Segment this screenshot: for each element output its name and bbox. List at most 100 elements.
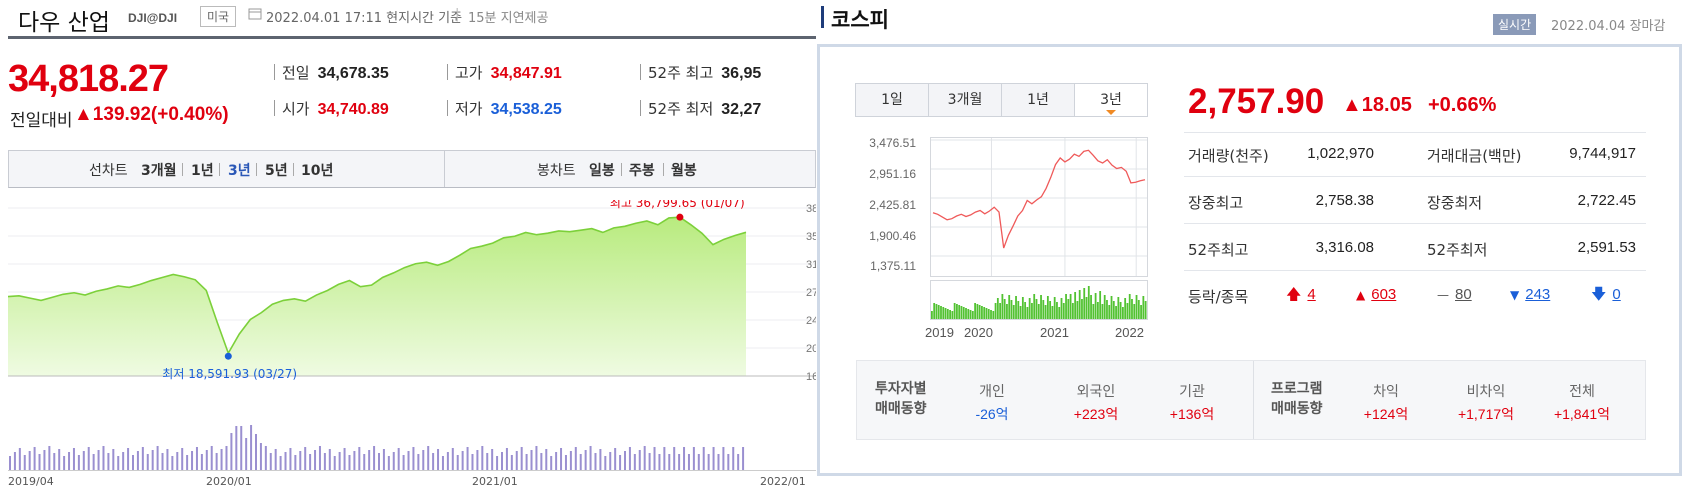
header-rule — [8, 36, 816, 39]
volume-bar — [702, 447, 705, 470]
volume-bar — [1126, 303, 1129, 319]
dow-area-chart[interactable]: 최저 18,591.93 (03/27) 최고 36,799.65 (01/07)… — [8, 200, 816, 412]
tab-daily[interactable]: 일봉 — [589, 163, 615, 179]
volume-bar — [1117, 297, 1120, 319]
volume-bar — [1044, 305, 1047, 319]
volume-bar — [1065, 294, 1067, 319]
volume-bar — [496, 456, 499, 470]
investor-label: 외국인 — [1076, 384, 1116, 400]
tab-10year[interactable]: 10년 — [301, 163, 334, 179]
tabbar-divider — [444, 151, 445, 187]
volume-bar — [427, 446, 430, 470]
volume-bar — [692, 447, 695, 470]
kospi-line-chart[interactable] — [931, 138, 1147, 276]
volume-bar — [505, 448, 508, 470]
volume-bar — [13, 452, 16, 470]
x-tick: 2019 — [925, 325, 954, 340]
fall-icon: ▼ — [1510, 288, 1520, 302]
volume-bar — [1015, 296, 1017, 319]
breadth-value[interactable]: 4 — [1307, 286, 1316, 303]
stat-52w-high: 52주 최고 36,95 — [648, 64, 762, 82]
tab-weekly[interactable]: 주봉 — [629, 163, 655, 179]
volume-bar — [451, 448, 454, 470]
volume-bar — [940, 306, 942, 319]
volume-bar — [742, 447, 745, 470]
tab-1day[interactable]: 1일 — [856, 84, 929, 116]
volume-bar — [476, 450, 479, 470]
volume-bar — [466, 447, 469, 470]
min-annotation: 최저 18,591.93 (03/27) — [162, 367, 297, 381]
program-label: 차익 — [1373, 384, 1399, 400]
breadth-value[interactable]: 603 — [1371, 286, 1397, 303]
w52-low-value: 2,591.53 — [1577, 239, 1636, 256]
volume-bar — [594, 453, 597, 470]
realtime-badge: 실시간 — [1493, 14, 1537, 35]
volume-bar — [368, 450, 371, 470]
volume-bar — [161, 453, 164, 470]
tab-3year[interactable]: 3년 — [1075, 84, 1147, 116]
area-fill — [8, 217, 746, 376]
breadth-upper-limit[interactable]: 🡅 4 — [1286, 284, 1316, 309]
trading-value: 9,744,917 — [1569, 145, 1636, 162]
volume-bar — [1008, 295, 1011, 319]
volume-bar — [333, 456, 336, 470]
breadth-lower-limit[interactable]: 🡇 0 — [1591, 284, 1621, 309]
tab-1year[interactable]: 1년 — [1002, 84, 1075, 116]
dow-panel: 다우 산업 DJI@DJI 미국 2022.04.01 17:11 현지시간 기… — [0, 0, 816, 492]
volume-bar — [1058, 307, 1061, 319]
kospi-price: 2,757.90 — [1188, 82, 1325, 121]
volume-bar — [225, 446, 228, 470]
breadth-rise[interactable]: ▲ 603 — [1356, 284, 1396, 303]
volume-bar — [1042, 300, 1045, 319]
volume-bar — [530, 450, 533, 470]
volume-bar — [77, 455, 80, 470]
volume-bar — [269, 453, 272, 470]
volume-bar — [1001, 294, 1004, 319]
volume-bar — [1087, 286, 1090, 319]
volume-bar — [520, 447, 523, 470]
investor-label: 기관 — [1179, 384, 1205, 400]
volume-bar — [171, 456, 174, 470]
volume-bar — [1131, 299, 1133, 319]
volume-bar — [1049, 301, 1052, 319]
breadth-fall[interactable]: ▼ 243 — [1510, 284, 1550, 303]
volume-bar — [937, 305, 940, 319]
breadth-flat[interactable]: — 80 — [1437, 284, 1472, 303]
volume-bar — [68, 452, 71, 470]
breadth-value[interactable]: 0 — [1612, 286, 1621, 303]
volume-bar — [102, 446, 105, 470]
volume-bar — [18, 448, 21, 470]
volume-bar — [971, 311, 974, 319]
volume-bar — [279, 456, 282, 470]
volume-bar — [407, 451, 410, 470]
tab-monthly[interactable]: 월봉 — [671, 163, 697, 179]
volume-bar — [1094, 293, 1097, 319]
volume-bar — [461, 451, 464, 470]
volume-bar — [978, 305, 981, 319]
volume-bar — [604, 456, 607, 470]
volume-bar — [437, 449, 440, 470]
dow-timestamp: 2022.04.01 17:11 현지시간 기준 — [266, 11, 463, 26]
tab-3month[interactable]: 3개월 — [141, 163, 177, 179]
tab-3month[interactable]: 3개월 — [929, 84, 1002, 116]
volume-bar — [987, 309, 990, 319]
volume-bar — [378, 453, 380, 470]
volume-bar — [985, 308, 988, 319]
breadth-label: 등락/종목 — [1188, 288, 1249, 306]
volume-bar — [446, 452, 449, 470]
volume-bar — [560, 448, 563, 470]
volume-bar — [387, 456, 390, 470]
tab-3year[interactable]: 3년 — [228, 163, 251, 179]
volume-bar — [1051, 306, 1054, 319]
tab-1year[interactable]: 1년 — [191, 163, 214, 179]
program-value: +1,717억 — [1457, 406, 1515, 422]
tab-5year[interactable]: 5년 — [265, 163, 288, 179]
volume-bar — [200, 454, 203, 470]
volume-bar — [181, 448, 184, 470]
separator — [219, 163, 220, 176]
breadth-value[interactable]: 243 — [1525, 286, 1551, 303]
min-point — [224, 352, 232, 360]
volume-bar — [397, 448, 400, 470]
x-axis-label: 2022/01 — [760, 475, 806, 488]
breadth-value[interactable]: 80 — [1455, 286, 1472, 303]
